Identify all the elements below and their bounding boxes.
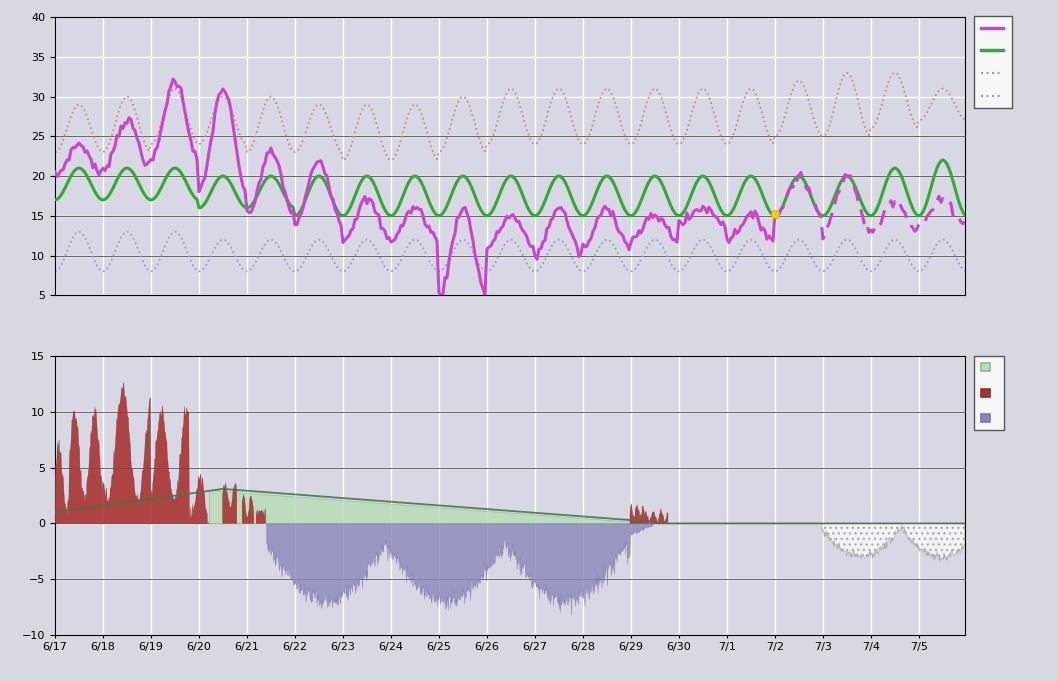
Legend: , , : , , [974, 355, 1004, 430]
Legend: , , , : , , , [974, 16, 1013, 108]
